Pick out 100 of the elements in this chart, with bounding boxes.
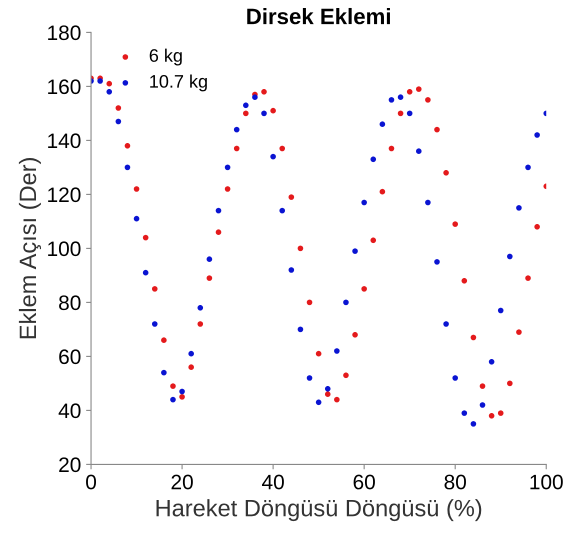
point	[352, 248, 358, 254]
point	[507, 254, 513, 260]
point	[206, 256, 212, 262]
point	[243, 102, 249, 108]
point	[261, 89, 267, 95]
point	[370, 156, 376, 162]
x-tick-label: 0	[86, 474, 96, 490]
point	[106, 80, 112, 86]
point	[534, 132, 540, 138]
point	[470, 421, 476, 427]
point	[270, 154, 276, 160]
point	[124, 164, 130, 170]
point	[388, 146, 394, 152]
point	[170, 396, 176, 402]
point	[234, 146, 240, 152]
point	[316, 400, 322, 406]
point	[306, 300, 312, 306]
point	[516, 205, 522, 211]
point	[116, 105, 122, 111]
x-tick-label: 60	[354, 474, 375, 490]
point	[106, 89, 112, 95]
x-tick-label: 40	[262, 474, 284, 490]
point	[488, 413, 494, 419]
point	[216, 229, 222, 235]
point	[480, 402, 486, 408]
point	[152, 321, 158, 327]
point	[361, 286, 367, 292]
point	[261, 110, 267, 116]
point	[324, 386, 331, 392]
point	[462, 410, 468, 416]
point	[434, 126, 440, 132]
point	[188, 364, 194, 370]
point	[134, 186, 140, 192]
point	[124, 143, 130, 149]
legend-label: 6 kg	[150, 48, 182, 66]
point	[534, 224, 540, 230]
point	[170, 383, 176, 389]
point	[334, 396, 340, 402]
point	[507, 380, 513, 386]
point	[416, 148, 422, 154]
point	[498, 308, 504, 314]
point	[142, 270, 148, 276]
point	[224, 186, 230, 192]
point	[270, 108, 276, 114]
point	[434, 259, 440, 265]
point	[316, 350, 322, 356]
point	[516, 329, 522, 335]
point	[324, 391, 331, 397]
y-tick-label: 120	[48, 187, 81, 202]
point	[298, 246, 304, 252]
point	[525, 164, 531, 170]
point	[288, 267, 294, 273]
point	[252, 94, 258, 100]
y-tick-label: 40	[58, 403, 81, 418]
point	[97, 78, 103, 84]
point	[406, 89, 412, 95]
x-axis-title: Hareket Döngüsü Döngüsü (%)	[156, 499, 482, 522]
point	[161, 337, 167, 343]
y-tick-label: 160	[48, 79, 81, 94]
point	[179, 388, 185, 394]
point	[279, 146, 285, 152]
point	[142, 234, 148, 240]
y-tick-label: 80	[59, 295, 81, 310]
point	[206, 275, 212, 281]
point	[334, 348, 340, 354]
point	[198, 305, 204, 311]
point	[443, 170, 449, 176]
point	[216, 208, 222, 214]
point	[406, 110, 412, 116]
point	[480, 383, 486, 389]
point	[288, 194, 294, 200]
point	[134, 216, 140, 222]
x-tick-label: 100	[530, 474, 563, 490]
point	[416, 86, 422, 92]
y-axis-title: Eklem Açısı (Der)	[18, 158, 42, 338]
chart-title: Dirsek Eklemi	[247, 8, 390, 24]
point	[498, 410, 504, 416]
point	[470, 334, 476, 340]
y-tick-label: 20	[59, 457, 81, 472]
x-tick-label: 80	[444, 474, 466, 490]
point	[488, 359, 494, 365]
legend-label: 10.7 kg	[150, 74, 207, 92]
point	[188, 350, 194, 356]
y-tick-label: 140	[48, 133, 81, 148]
point	[298, 326, 304, 332]
point	[234, 126, 240, 132]
point	[525, 275, 531, 281]
y-tick-label: 100	[48, 241, 81, 256]
point	[306, 375, 312, 381]
point	[398, 110, 404, 116]
point	[380, 121, 386, 127]
point	[380, 188, 386, 194]
point	[224, 164, 230, 170]
point	[370, 238, 376, 244]
point	[388, 97, 394, 103]
y-tick-label: 60	[59, 349, 81, 364]
x-tick-label: 20	[172, 474, 193, 490]
y-tick-label: 180	[48, 25, 81, 40]
point	[161, 370, 167, 376]
point	[462, 278, 468, 284]
